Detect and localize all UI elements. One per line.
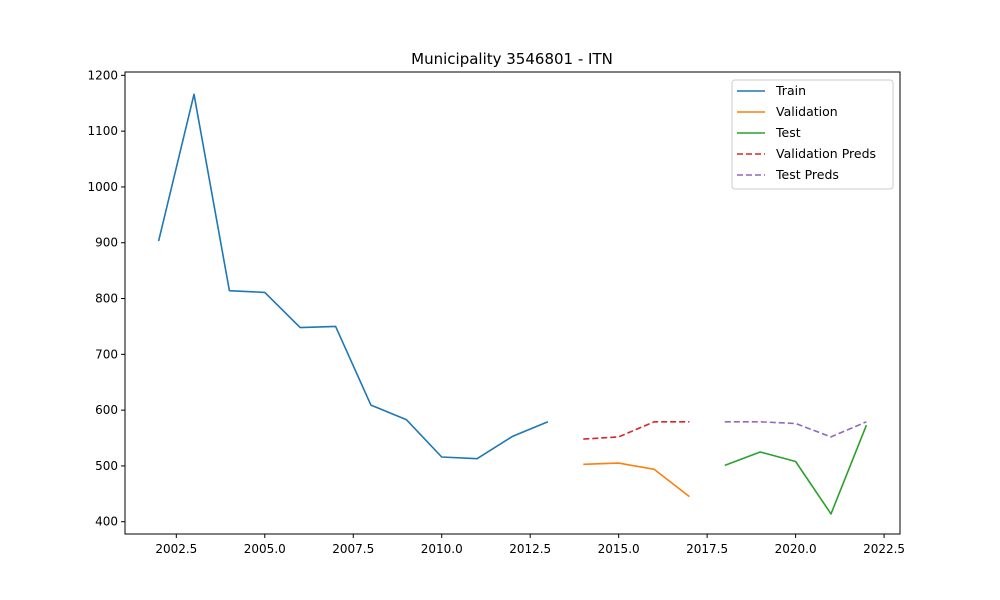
x-tick-label: 2010.0 (421, 542, 463, 556)
x-axis: 2002.5 2005.0 2007.5 2010.0 2012.5 2015.0 2017… (155, 534, 905, 556)
legend-label-validation: Validation (776, 104, 838, 119)
series-line-validation (583, 462, 690, 498)
plot-frame (124, 71, 901, 535)
y-tick-label: 1000 (87, 180, 118, 194)
legend: Train Validation Test Validation Preds Test … (731, 79, 894, 190)
y-tick-label: 1200 (87, 68, 118, 82)
y-tick-label: 600 (95, 403, 118, 417)
series-line-validation-preds (583, 420, 690, 440)
y-tick-label: 500 (95, 459, 118, 473)
x-tick-label: 2007.5 (332, 542, 374, 556)
y-tick-label: 700 (95, 347, 118, 361)
y-tick-label: 400 (95, 515, 118, 529)
series-line-train (157, 93, 549, 460)
series-layer (157, 93, 868, 515)
x-tick-label: 2015.0 (598, 542, 640, 556)
y-tick-label: 1100 (87, 124, 118, 138)
y-axis: 400 500 600 700 800 900 1000 1100 1200 (87, 68, 125, 529)
series-line-test-preds (724, 420, 867, 438)
legend-label-train: Train (775, 83, 806, 98)
series-line-test (724, 424, 868, 515)
y-tick-label: 900 (95, 236, 118, 250)
x-tick-label: 2012.5 (509, 542, 551, 556)
x-tick-label: 2002.5 (155, 542, 197, 556)
x-tick-label: 2020.0 (775, 542, 817, 556)
legend-label-test-preds: Test Preds (775, 167, 839, 182)
legend-box (731, 79, 894, 190)
y-tick-label: 800 (95, 292, 118, 306)
x-tick-label: 2022.5 (863, 542, 905, 556)
legend-label-test: Test (775, 125, 801, 140)
chart-title: Municipality 3546801 - ITN (411, 50, 613, 68)
legend-label-validation-preds: Validation Preds (776, 146, 876, 161)
x-tick-label: 2005.0 (244, 542, 286, 556)
x-tick-label: 2017.5 (686, 542, 728, 556)
